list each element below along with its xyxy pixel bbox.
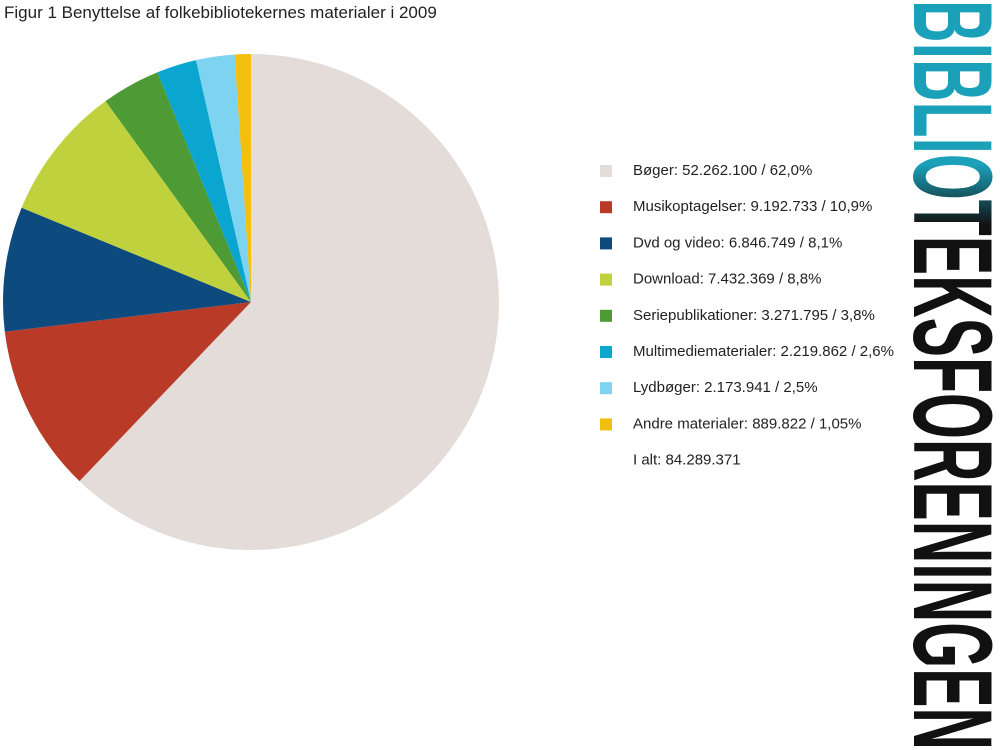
legend-label: Bøger: 52.262.100 / 62,0%	[633, 162, 812, 179]
legend-swatch	[600, 309, 612, 322]
legend-label: Musikoptagelser: 9.192.733 / 10,9%	[633, 198, 872, 215]
total-label: I alt: 84.289.371	[633, 452, 741, 469]
pie-slice	[157, 60, 251, 303]
legend-label: Multimediematerialer: 2.219.862 / 2,6%	[633, 343, 894, 360]
legend-swatch	[600, 201, 612, 214]
legend-label: Download: 7.432.369 / 8,8%	[633, 271, 821, 288]
chart-title: Figur 1 Benyttelse af folkebibliotekerne…	[4, 3, 437, 22]
legend-swatch	[600, 346, 612, 358]
pie-slice	[234, 54, 251, 302]
pie-slice	[21, 101, 251, 302]
legend-swatch	[600, 418, 612, 431]
pie-slice	[196, 54, 251, 302]
pie-slice	[105, 72, 252, 303]
pie-slice	[2, 207, 251, 332]
legend-swatch	[600, 273, 612, 286]
brand-text: BIBLIOTEKSFORENINGEN	[890, 0, 1000, 750]
pie-slice	[4, 302, 252, 482]
pie-slice	[79, 54, 500, 551]
legend-swatch	[600, 237, 612, 250]
legend-label: Dvd og video: 6.846.749 / 8,1%	[633, 234, 842, 251]
legend-swatch	[600, 382, 612, 395]
legend-label: Andre materialer: 889.822 / 1,05%	[633, 415, 861, 432]
legend-label: Lydbøger: 2.173.941 / 2,5%	[633, 379, 818, 396]
legend-swatch	[600, 165, 612, 177]
legend-label: Seriepublikationer: 3.271.795 / 3,8%	[633, 307, 875, 324]
